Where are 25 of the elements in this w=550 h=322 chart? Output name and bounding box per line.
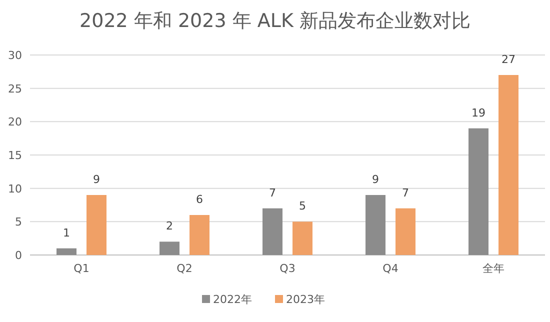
ytick: 30 (8, 49, 22, 62)
ytick: 25 (8, 82, 22, 96)
xtick: Q1 (74, 262, 90, 275)
xtick: Q3 (280, 262, 296, 275)
data-label: 9 (93, 173, 100, 186)
ytick: 0 (15, 249, 22, 262)
legend-label: 2022年 (213, 293, 252, 306)
data-label: 7 (269, 186, 276, 200)
title: 2022 年和 2023 年 ALK 新品发布企业数对比 (80, 10, 470, 32)
xtick: Q2 (176, 262, 192, 275)
data-label: 1 (63, 226, 70, 240)
data-label: 27 (502, 53, 516, 66)
xtick: 全年 (482, 262, 504, 275)
ytick: 10 (8, 182, 22, 196)
data-label: 7 (402, 186, 409, 200)
data-label: 2 (166, 220, 173, 233)
data-label: 9 (372, 173, 379, 186)
xtick: Q4 (382, 262, 398, 275)
legend-label: 2023年 (286, 293, 325, 306)
ytick: 5 (15, 216, 22, 229)
data-label: 5 (299, 200, 306, 213)
data-label: 19 (472, 106, 486, 120)
ytick: 15 (8, 149, 22, 162)
ytick: 20 (8, 116, 22, 129)
data-label: 6 (196, 193, 203, 206)
